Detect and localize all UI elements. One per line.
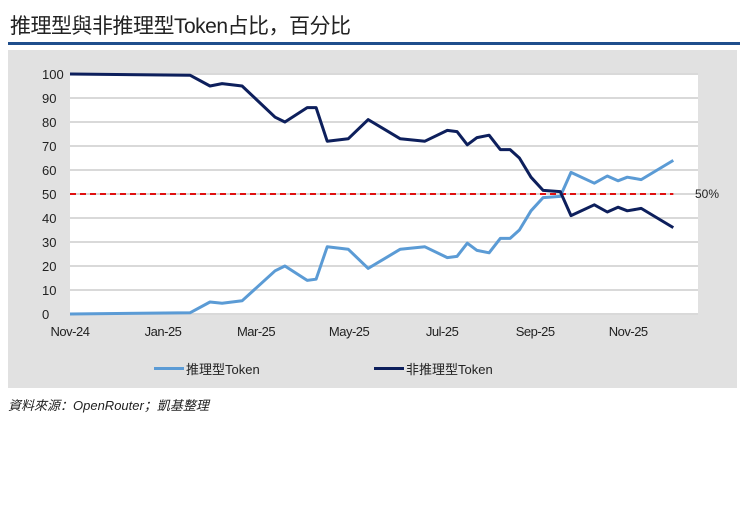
y-tick-label: 80 <box>42 115 56 130</box>
x-tick-label: Nov-25 <box>609 324 648 339</box>
y-tick-label: 100 <box>42 67 64 82</box>
line-chart: 0 10 20 30 40 50 60 70 80 90 100 Nov-24 Jan-25 Mar-25… <box>42 67 719 339</box>
x-tick-label: Mar-25 <box>237 324 275 339</box>
x-tick-label: Jan-25 <box>145 324 182 339</box>
x-tick-label: Jul-25 <box>426 324 459 339</box>
y-tick-label: 40 <box>42 211 56 226</box>
y-tick-label: 0 <box>42 307 49 322</box>
legend-item-non-reasoning: 非推理型Token <box>374 359 493 378</box>
x-tick-label: May-25 <box>329 324 370 339</box>
y-tick-label: 20 <box>42 259 56 274</box>
legend-item-reasoning: 推理型Token <box>154 359 260 378</box>
y-tick-label: 30 <box>42 235 56 250</box>
y-tick-label: 50 <box>42 187 56 202</box>
y-tick-label: 90 <box>42 91 56 106</box>
x-tick-label: Sep-25 <box>516 324 555 339</box>
legend-swatch-reasoning <box>154 367 184 370</box>
y-tick-label: 70 <box>42 139 56 154</box>
series-line-reasoning <box>69 159 675 316</box>
series-line-non-reasoning <box>69 72 675 229</box>
y-tick-label: 60 <box>42 163 56 178</box>
title-divider <box>8 42 740 45</box>
legend-swatch-non-reasoning <box>374 367 404 370</box>
y-tick-label: 10 <box>42 283 56 298</box>
chart-panel: 0 10 20 30 40 50 60 70 80 90 100 Nov-24 Jan-25 Mar-25… <box>8 50 737 388</box>
reference-line-label: 50% <box>695 187 719 201</box>
chart-title: 推理型與非推理型Token占比，百分比 <box>10 15 351 38</box>
source-note: 資料來源：OpenRouter；凱基整理 <box>8 398 209 413</box>
legend-label-non-reasoning: 非推理型Token <box>406 362 493 377</box>
legend-label-reasoning: 推理型Token <box>186 362 260 377</box>
x-tick-label: Nov-24 <box>51 324 90 339</box>
